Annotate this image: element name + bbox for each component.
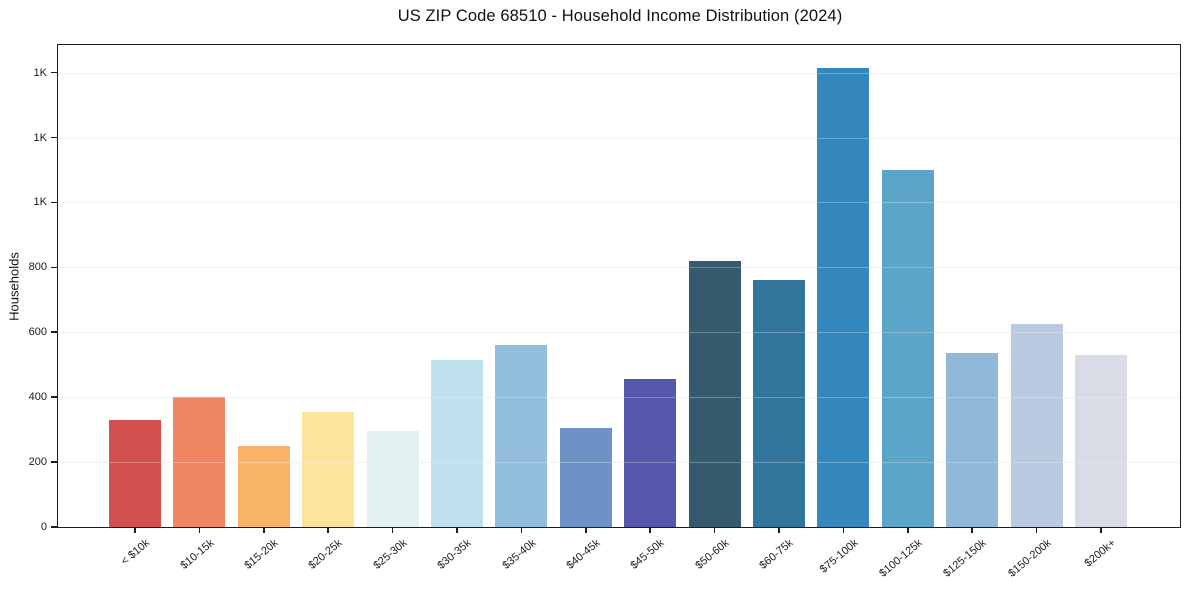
x-tick-label: $125-150k (941, 537, 989, 580)
x-tick-label: $200k+ (1082, 537, 1118, 570)
x-tick-label: $40-45k (564, 537, 603, 572)
y-tick-label: 0 (40, 521, 47, 533)
x-tick-label: $60-75k (757, 537, 796, 572)
x-tick-label: $10-15k (177, 537, 217, 572)
x-tick-label: $35-40k (499, 537, 539, 572)
chart-title: US ZIP Code 68510 - Household Income Dis… (397, 7, 843, 25)
y-tick-label: 1K (33, 66, 47, 79)
x-tick-label: $150-200k (1005, 537, 1054, 580)
x-tick-label: $30-35k (435, 537, 474, 572)
y-tick-label: 400 (28, 391, 47, 404)
y-axis-label: Households (6, 252, 22, 321)
x-tick-label: < $10k (118, 537, 152, 568)
y-tick-label: 600 (28, 326, 47, 339)
x-tick-label: $25-30k (371, 537, 410, 572)
x-tick-label: $20-25k (306, 537, 345, 572)
x-tick-label: $75-100k (817, 537, 861, 576)
y-tick-label: 200 (28, 456, 47, 469)
x-tick-label: $15-20k (242, 537, 281, 572)
x-tick-label: $100-125k (876, 537, 925, 580)
plot-frame (57, 44, 1181, 528)
y-tick-label: 1K (33, 196, 47, 209)
y-tick-label: 1K (33, 131, 47, 144)
x-tick-label: $50-60k (693, 537, 732, 572)
x-tick-label: $45-50k (628, 537, 667, 572)
